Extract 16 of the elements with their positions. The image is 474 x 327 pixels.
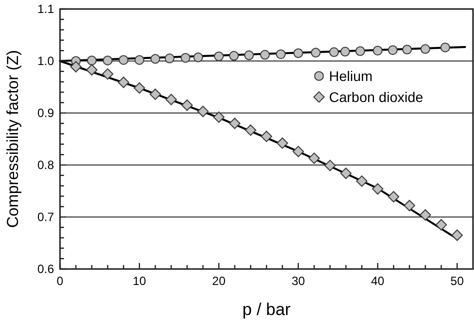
x-tick-label: 10 (132, 274, 146, 288)
y-tick-label: 0.6 (37, 262, 54, 276)
x-tick-label: 20 (212, 274, 226, 288)
x-axis-title: p / bar (242, 300, 291, 319)
y-tick-label: 1.1 (37, 2, 54, 16)
y-tick-label: 0.9 (37, 106, 54, 120)
legend-label: Helium (329, 68, 373, 84)
x-tick-label: 0 (56, 274, 64, 288)
y-tick-label: 0.8 (37, 158, 54, 172)
y-axis-title: Compressibility factor (Z) (5, 50, 22, 228)
x-tick-label: 50 (450, 274, 464, 288)
y-tick-label: 1.0 (37, 54, 54, 68)
legend-label: Carbon dioxide (329, 89, 424, 105)
x-tick-label: 40 (371, 274, 385, 288)
y-tick-label: 0.7 (37, 210, 54, 224)
x-tick-label: 30 (292, 274, 306, 288)
